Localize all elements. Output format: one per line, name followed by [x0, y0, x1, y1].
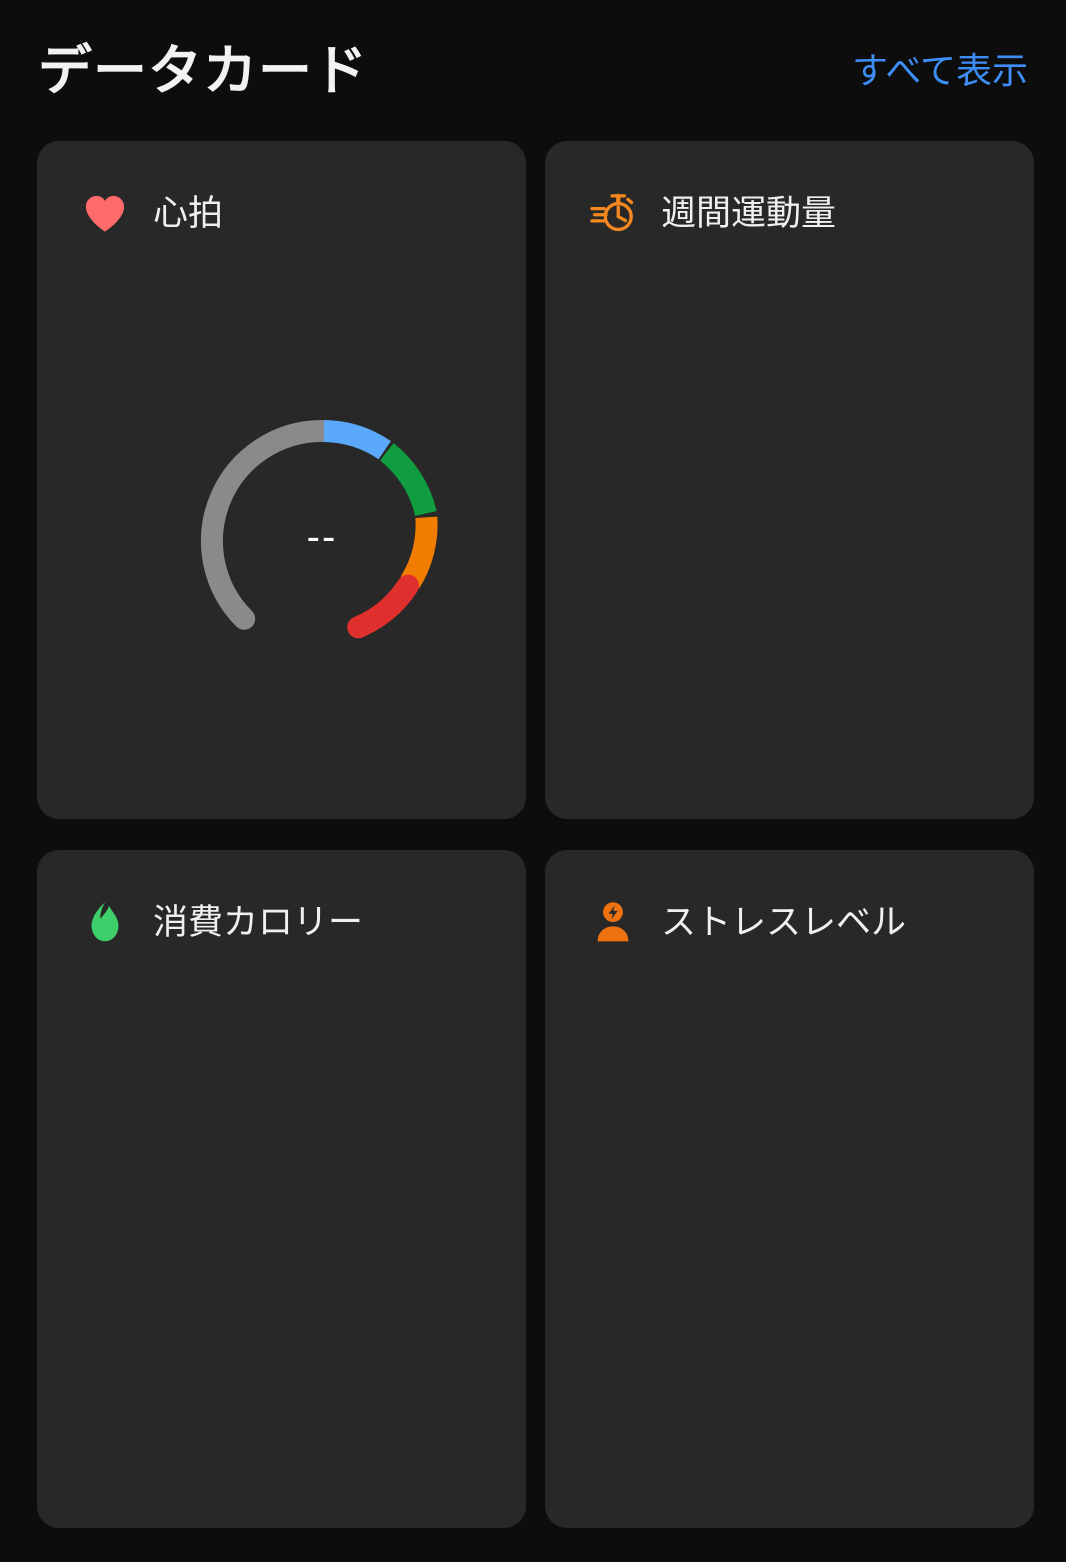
card-weekly-exercise-header: 週間運動量	[545, 141, 1034, 237]
heart-rate-gauge-center: --	[188, 407, 456, 675]
stress-person-icon	[589, 898, 637, 946]
card-stress-header: ストレスレベル	[545, 850, 1034, 946]
card-weekly-exercise[interactable]: 週間運動量 45 150 月 火 水 木 金 土	[545, 141, 1034, 819]
stopwatch-icon	[589, 189, 637, 237]
card-stress-title: ストレスレベル	[661, 902, 907, 942]
page-header: データカード すべて表示	[0, 0, 1066, 141]
heart-rate-gauge: --	[188, 407, 456, 675]
card-heart-rate-header: 心拍	[37, 141, 526, 237]
card-calories[interactable]: 消費カロリー 570 13 運動消費 557 安静時	[37, 850, 526, 1528]
card-calories-header: 消費カロリー	[37, 850, 526, 946]
flame-icon	[81, 898, 129, 946]
card-calories-title: 消費カロリー	[153, 902, 364, 942]
page-title: データカード	[38, 40, 368, 101]
show-all-link[interactable]: すべて表示	[851, 49, 1028, 91]
heart-rate-value: 56bpm	[115, 817, 286, 820]
heart-rate-placeholder: --	[306, 515, 338, 559]
heart-icon	[81, 189, 129, 237]
card-heart-rate[interactable]: 心拍 -- 56bpm 安静時	[37, 141, 526, 819]
card-heart-rate-title: 心拍	[153, 193, 224, 233]
card-stress-level[interactable]: ストレスレベル 17 00 00	[545, 850, 1034, 1528]
card-weekly-exercise-title: 週間運動量	[661, 193, 837, 233]
